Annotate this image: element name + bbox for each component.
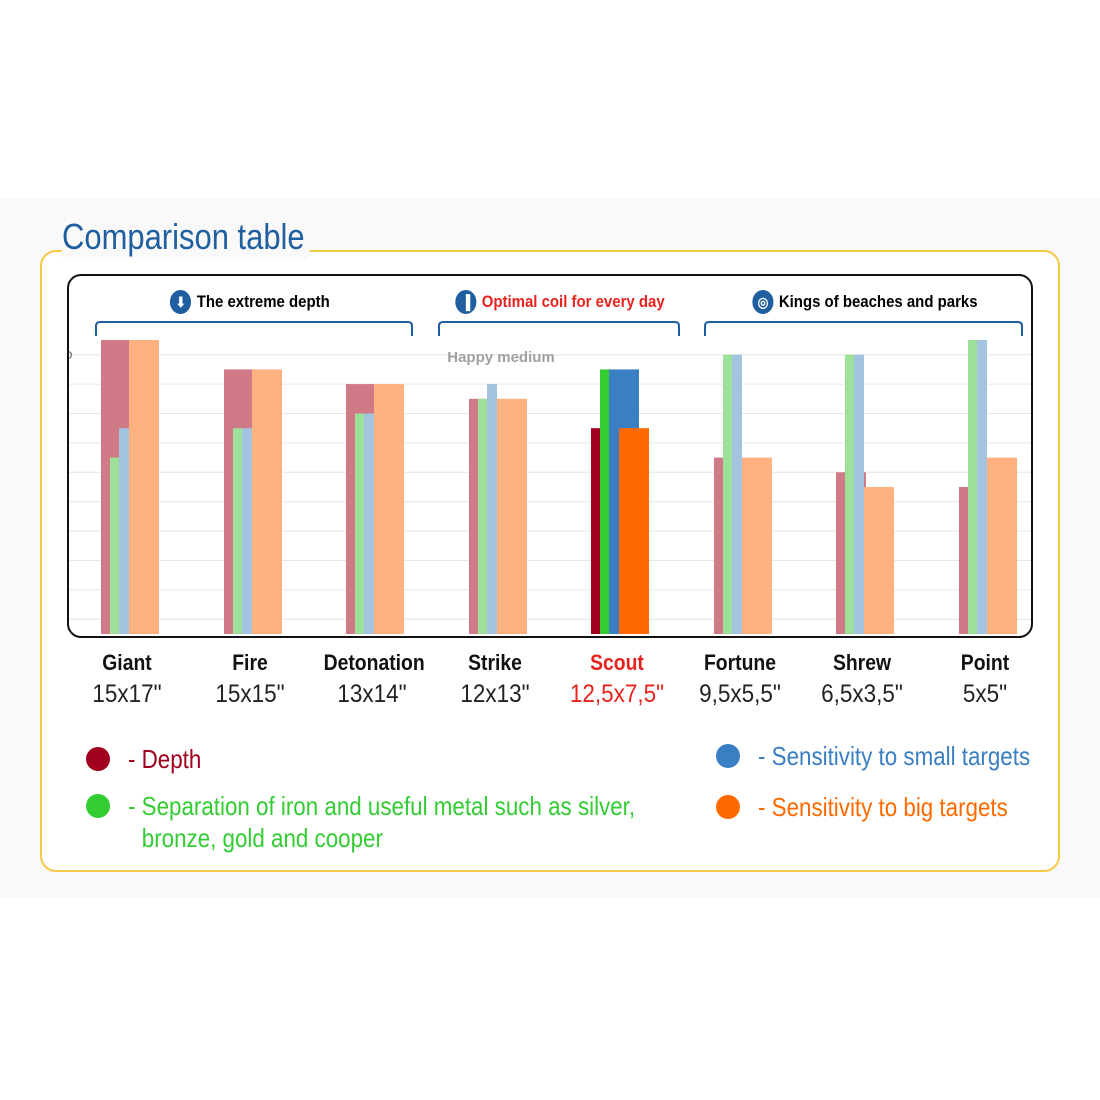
bar-big [497, 398, 527, 634]
coil-name: Detonation [323, 650, 425, 675]
coil-name: Fire [232, 650, 268, 675]
category-label: Detonation 13x14" [317, 650, 427, 709]
legend-big-targets: - Sensitivity to big targets [716, 791, 1048, 823]
bar-separation [478, 398, 487, 634]
bar-small [242, 428, 252, 634]
legend-separation: - Separation of iron and useful metal su… [86, 790, 718, 854]
bar-small [854, 354, 864, 634]
legend-label: - Separation of iron and useful metal su… [128, 790, 635, 854]
group-kings-beaches: ◎ Kings of beaches and parks [751, 287, 980, 317]
legend-dot-icon [716, 744, 740, 768]
bar-separation [968, 340, 977, 634]
category-label: Point 5x5" [930, 650, 1040, 709]
coil-size: 15x17" [92, 680, 162, 708]
group-optimal-coil: ▐ Optimal coil for every day [454, 287, 665, 317]
bar-big [864, 487, 894, 634]
legend-dot-icon [86, 794, 110, 818]
legend-small-targets: - Sensitivity to small targets [716, 740, 1074, 772]
category-label: Fire 15x15" [195, 650, 305, 709]
coil-name: Scout [590, 650, 644, 675]
coil-name: Strike [468, 650, 522, 675]
category-label: Giant 15x17" [72, 650, 182, 709]
bar-big [252, 369, 282, 634]
happy-medium-label: Happy medium [447, 349, 555, 366]
group-bracket [438, 321, 680, 336]
bar-separation [355, 413, 364, 634]
legend-label: - Sensitivity to small targets [758, 741, 1031, 771]
group-bracket [95, 321, 413, 336]
legend-label-line2: bronze, gold and cooper [141, 823, 383, 853]
bar-small [364, 413, 374, 634]
bar-big [619, 428, 649, 634]
bar-separation [723, 354, 732, 634]
bar-big [987, 457, 1017, 634]
y-tick-label: 10 [69, 351, 73, 362]
category-label: Fortune 9,5x5,5" [685, 650, 795, 709]
group-label: Kings of beaches and parks [778, 292, 978, 311]
coil-size: 13x14" [337, 680, 407, 708]
legend-dot-icon [86, 747, 110, 771]
bar-small [119, 428, 129, 634]
legend-label-line1: - Separation of iron and useful metal su… [128, 791, 636, 821]
bar-separation [110, 457, 119, 634]
bar-small [487, 384, 497, 634]
page-title: Comparison table [62, 215, 310, 259]
coil-name: Shrew [832, 650, 892, 675]
coil-name: Fortune [703, 650, 777, 675]
bar-big [129, 340, 159, 634]
coil-name: Giant [102, 650, 152, 675]
group-label: The extreme depth [196, 292, 330, 311]
legend-label: - Depth [128, 744, 202, 774]
legend-depth: - Depth [86, 743, 213, 775]
bar-separation [600, 369, 609, 634]
group-label: Optimal coil for every day [481, 292, 665, 311]
bar-small [732, 354, 742, 634]
bar-chart-icon: ▐ [455, 290, 477, 314]
bar-chart: 12345678910Happy medium [69, 321, 1031, 634]
coil-name: Point [960, 650, 1010, 675]
legend-label: - Sensitivity to big targets [758, 792, 1008, 822]
bar-depth [591, 428, 600, 634]
chart-panel: 12345678910Happy medium [67, 274, 1033, 638]
coil-size: 12,5x7,5" [569, 680, 665, 708]
coil-size: 12x13" [460, 680, 530, 708]
coil-size: 6,5x3,5" [821, 680, 903, 708]
bar-big [742, 457, 772, 634]
coil-size: 9,5x5,5" [699, 680, 781, 708]
category-label: Scout 12,5x7,5" [562, 650, 672, 709]
group-bracket [704, 321, 1023, 336]
bar-separation [845, 354, 854, 634]
bar-separation [233, 428, 242, 634]
legend-dot-icon [716, 795, 740, 819]
category-label: Strike 12x13" [440, 650, 550, 709]
coil-size: 5x5" [962, 680, 1008, 708]
category-label: Shrew 6,5x3,5" [807, 650, 917, 709]
coil-size: 15x15" [215, 680, 285, 708]
bar-big [374, 384, 404, 634]
bar-small [977, 340, 987, 634]
arrow-down-icon: ⬇ [170, 290, 192, 314]
target-icon: ◎ [752, 290, 774, 314]
group-extreme-depth: ⬇ The extreme depth [162, 287, 338, 317]
